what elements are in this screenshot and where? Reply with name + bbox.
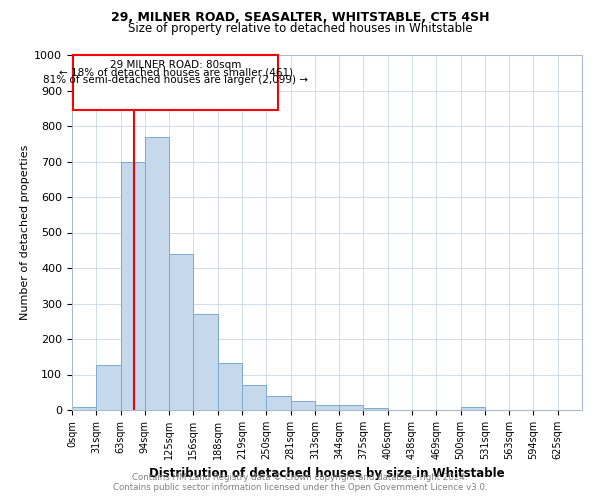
- Bar: [169, 254, 193, 410]
- Bar: [315, 405, 339, 410]
- Bar: [218, 363, 242, 410]
- Bar: [72, 407, 96, 410]
- Bar: [242, 385, 266, 410]
- Text: 29, MILNER ROAD, SEASALTER, WHITSTABLE, CT5 4SH: 29, MILNER ROAD, SEASALTER, WHITSTABLE, …: [111, 11, 489, 24]
- Bar: [121, 162, 145, 410]
- Y-axis label: Number of detached properties: Number of detached properties: [20, 145, 30, 320]
- X-axis label: Distribution of detached houses by size in Whitstable: Distribution of detached houses by size …: [149, 468, 505, 480]
- Text: 81% of semi-detached houses are larger (2,099) →: 81% of semi-detached houses are larger (…: [43, 75, 308, 85]
- Bar: [364, 408, 388, 410]
- Bar: [96, 364, 121, 410]
- Bar: [266, 396, 290, 410]
- Text: ← 18% of detached houses are smaller (461): ← 18% of detached houses are smaller (46…: [59, 68, 293, 78]
- Bar: [339, 406, 364, 410]
- Bar: [73, 55, 278, 110]
- Bar: [193, 314, 218, 410]
- Bar: [461, 407, 485, 410]
- Text: Size of property relative to detached houses in Whitstable: Size of property relative to detached ho…: [128, 22, 472, 35]
- Bar: [290, 401, 315, 410]
- Text: 29 MILNER ROAD: 80sqm: 29 MILNER ROAD: 80sqm: [110, 60, 241, 70]
- Text: Contains HM Land Registry data © Crown copyright and database right 2024.
Contai: Contains HM Land Registry data © Crown c…: [113, 473, 487, 492]
- Bar: [145, 136, 169, 410]
